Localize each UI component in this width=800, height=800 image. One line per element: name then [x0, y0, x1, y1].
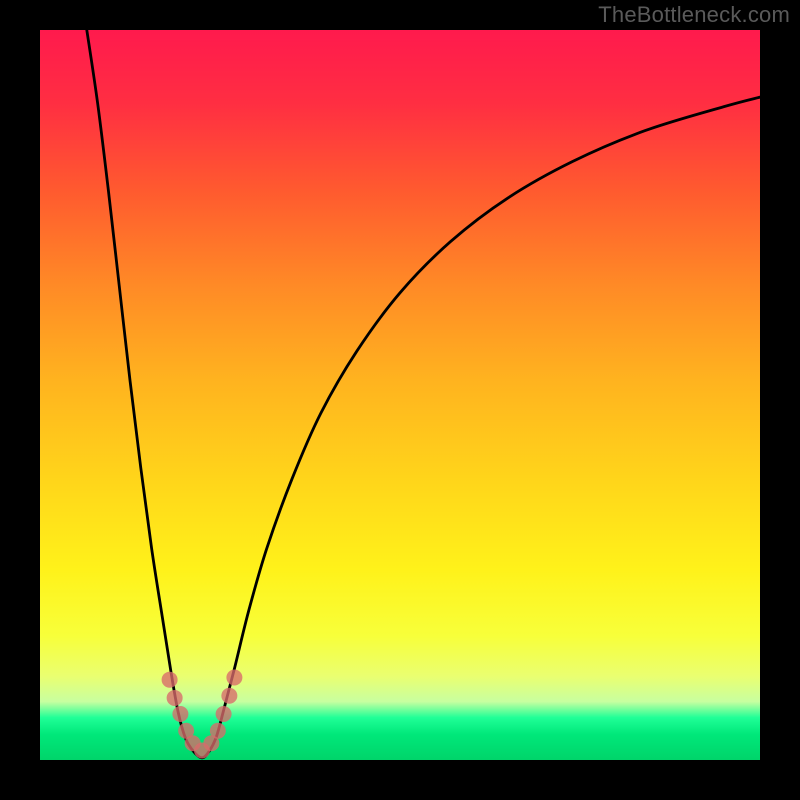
- data-marker: [226, 670, 242, 686]
- data-marker: [210, 723, 226, 739]
- data-marker: [221, 688, 237, 704]
- chart-canvas: TheBottleneck.com: [0, 0, 800, 800]
- marker-group: [162, 670, 243, 759]
- curve-layer: [40, 30, 760, 760]
- data-marker: [216, 706, 232, 722]
- bottleneck-curve: [87, 30, 760, 758]
- watermark-text: TheBottleneck.com: [598, 2, 790, 28]
- plot-area: [40, 30, 760, 760]
- data-marker: [172, 706, 188, 722]
- data-marker: [167, 690, 183, 706]
- data-marker: [162, 672, 178, 688]
